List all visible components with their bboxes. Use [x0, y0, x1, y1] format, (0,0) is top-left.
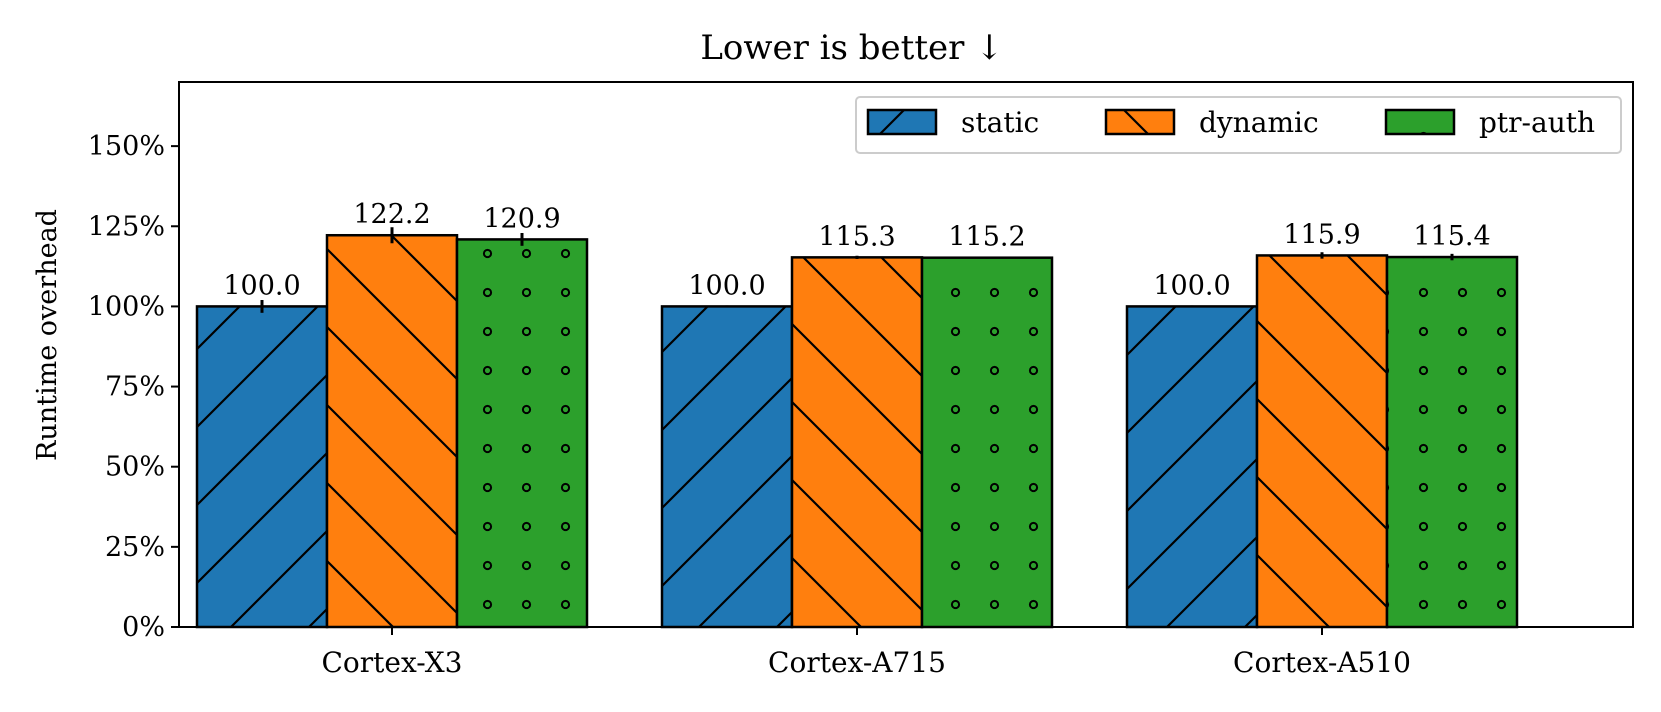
data-label-static: 100.0 [688, 270, 765, 301]
data-label-static: 100.0 [223, 270, 300, 301]
data-label-dynamic: 122.2 [353, 199, 430, 230]
bar-hatch-dynamic [327, 235, 457, 627]
data-label-ptr-auth: 115.4 [1413, 221, 1490, 252]
bar-hatch-ptr-auth [1387, 257, 1517, 627]
data-label-ptr-auth: 115.2 [948, 222, 1025, 253]
y-tick-label: 150% [88, 131, 165, 162]
y-tick-label: 75% [105, 372, 165, 403]
bar-hatch-dynamic [792, 257, 922, 627]
legend-swatch-hatch-ptr-auth [1386, 110, 1454, 134]
legend-label-ptr-auth: ptr-auth [1479, 106, 1595, 139]
bar-hatch-ptr-auth [922, 257, 1052, 627]
chart-title: Lower is better ↓ [700, 28, 1003, 68]
y-axis-label-group: Runtime overhead [32, 209, 63, 461]
data-label-dynamic: 115.3 [818, 221, 895, 252]
plot-frame [178, 81, 1634, 628]
y-tick-label: 25% [105, 532, 165, 563]
legend: static dynamic ptr-auth [855, 96, 1622, 154]
y-axis-label: Runtime overhead [32, 209, 63, 461]
x-tick-label: Cortex-X3 [322, 646, 463, 679]
data-label-ptr-auth: 120.9 [483, 203, 560, 234]
data-label-static: 100.0 [1153, 270, 1230, 301]
y-tick-label: 125% [88, 211, 165, 242]
legend-label-static: static [961, 106, 1039, 139]
legend-swatch-outline-static [866, 108, 938, 136]
legend-swatch-outline-ptr-auth [1384, 108, 1456, 136]
legend-swatch-hatch-dynamic [1106, 110, 1174, 134]
legend-swatch-outline-dynamic [1104, 108, 1176, 136]
y-tick-label: 100% [88, 291, 165, 322]
x-tick-label: Cortex-A510 [1233, 646, 1411, 679]
data-label-dynamic: 115.9 [1283, 219, 1360, 250]
bar-hatch-static [1127, 306, 1257, 627]
plot-area: 0% 25% 50% 75% 100% 125% 150% Cortex-X3 Cortex-A… [88, 131, 1519, 679]
bar-hatch-dynamic [1257, 255, 1387, 627]
x-tick-label: Cortex-A715 [768, 646, 946, 679]
bar-hatch-ptr-auth [457, 239, 587, 628]
legend-label-dynamic: dynamic [1199, 106, 1319, 139]
bar-hatch-static [197, 306, 327, 627]
legend-swatch-hatch-static [868, 110, 936, 134]
y-tick-label: 0% [122, 612, 165, 643]
bar-hatch-static [662, 306, 792, 627]
y-tick-label: 50% [105, 452, 165, 483]
